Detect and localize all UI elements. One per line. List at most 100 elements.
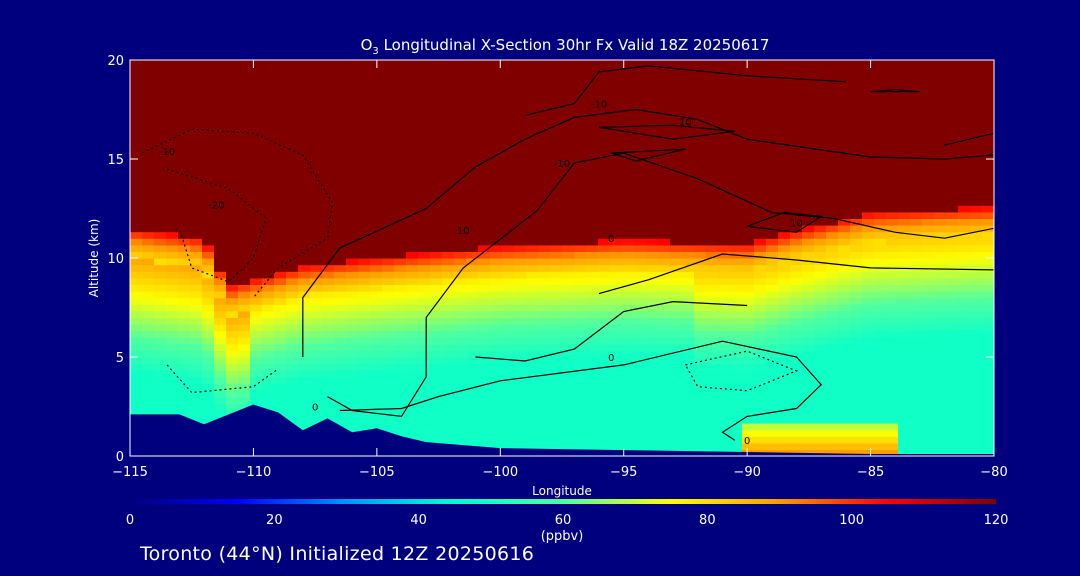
heatmap-cell bbox=[958, 357, 971, 365]
heatmap-cell bbox=[214, 185, 227, 193]
heatmap-cell bbox=[826, 324, 839, 332]
heatmap-cell bbox=[862, 218, 875, 226]
heatmap-cell bbox=[802, 423, 815, 431]
heatmap-cell bbox=[202, 330, 215, 338]
heatmap-cell bbox=[694, 79, 707, 87]
heatmap-cell bbox=[958, 99, 971, 107]
heatmap-cell bbox=[754, 416, 767, 424]
heatmap-cell bbox=[982, 403, 994, 411]
heatmap-cell bbox=[358, 93, 371, 101]
heatmap-cell bbox=[262, 291, 275, 299]
heatmap-cell bbox=[958, 337, 971, 345]
heatmap-cell bbox=[730, 271, 743, 279]
heatmap-cell bbox=[490, 185, 503, 193]
heatmap-cell bbox=[922, 139, 935, 147]
heatmap-cell bbox=[142, 159, 155, 167]
heatmap-cell bbox=[454, 211, 467, 219]
heatmap-cell bbox=[478, 416, 491, 424]
heatmap-cell bbox=[610, 251, 623, 259]
heatmap-cell bbox=[946, 264, 959, 272]
heatmap-cell bbox=[490, 244, 503, 252]
heatmap-cell bbox=[406, 178, 419, 186]
heatmap-cell bbox=[730, 152, 743, 160]
heatmap-cell bbox=[814, 119, 827, 127]
heatmap-cell bbox=[562, 350, 575, 358]
heatmap-cell bbox=[862, 73, 875, 81]
heatmap-cell bbox=[754, 79, 767, 87]
heatmap-cell bbox=[178, 258, 191, 266]
heatmap-cell bbox=[442, 403, 455, 411]
heatmap-cell bbox=[970, 172, 983, 180]
heatmap-cell bbox=[322, 297, 335, 305]
heatmap-cell bbox=[562, 416, 575, 424]
heatmap-cell bbox=[814, 73, 827, 81]
heatmap-cell bbox=[718, 416, 731, 424]
heatmap-cell bbox=[358, 86, 371, 94]
heatmap-cell bbox=[466, 152, 479, 160]
heatmap-cell bbox=[466, 126, 479, 134]
heatmap-cell bbox=[226, 159, 239, 167]
heatmap-cell bbox=[454, 271, 467, 279]
heatmap-cell bbox=[610, 231, 623, 239]
heatmap-cell bbox=[754, 132, 767, 140]
heatmap-cell bbox=[802, 277, 815, 285]
heatmap-cell bbox=[934, 304, 947, 312]
heatmap-cell bbox=[214, 159, 227, 167]
heatmap-cell bbox=[934, 185, 947, 193]
heatmap-cell bbox=[394, 396, 407, 404]
heatmap-cell bbox=[334, 304, 347, 312]
heatmap-cell bbox=[586, 317, 599, 325]
heatmap-cell bbox=[406, 416, 419, 424]
heatmap-cell bbox=[694, 99, 707, 107]
heatmap-cell bbox=[910, 145, 923, 153]
heatmap-cell bbox=[502, 409, 515, 417]
heatmap-cell bbox=[694, 330, 707, 338]
heatmap-cell bbox=[538, 126, 551, 134]
heatmap-cell bbox=[910, 172, 923, 180]
heatmap-cell bbox=[358, 185, 371, 193]
heatmap-cell bbox=[622, 60, 635, 68]
heatmap-cell bbox=[202, 66, 215, 74]
heatmap-cell bbox=[670, 119, 683, 127]
heatmap-cell bbox=[514, 370, 527, 378]
heatmap-cell bbox=[370, 337, 383, 345]
heatmap-cell bbox=[874, 172, 887, 180]
heatmap-cell bbox=[142, 218, 155, 226]
heatmap-cell bbox=[790, 343, 803, 351]
heatmap-cell bbox=[466, 225, 479, 233]
heatmap-cell bbox=[214, 370, 227, 378]
heatmap-cell bbox=[658, 403, 671, 411]
heatmap-cell bbox=[550, 238, 563, 246]
heatmap-cell bbox=[850, 152, 863, 160]
heatmap-cell bbox=[814, 370, 827, 378]
heatmap-cell bbox=[130, 60, 143, 68]
heatmap-cell bbox=[382, 112, 395, 120]
heatmap-cell bbox=[946, 330, 959, 338]
contour-label: -10 bbox=[554, 159, 570, 170]
heatmap-cell bbox=[274, 211, 287, 219]
heatmap-cell bbox=[946, 99, 959, 107]
heatmap-cell bbox=[250, 277, 263, 285]
heatmap-cell bbox=[226, 350, 239, 358]
heatmap-cell bbox=[934, 152, 947, 160]
heatmap-cell bbox=[670, 73, 683, 81]
heatmap-cell bbox=[178, 271, 191, 279]
heatmap-cell bbox=[946, 383, 959, 391]
heatmap-cell bbox=[538, 145, 551, 153]
heatmap-cell bbox=[598, 251, 611, 259]
heatmap-cell bbox=[898, 330, 911, 338]
heatmap-cell bbox=[886, 449, 899, 456]
heatmap-cell bbox=[490, 291, 503, 299]
heatmap-cell bbox=[490, 304, 503, 312]
heatmap-cell bbox=[694, 271, 707, 279]
heatmap-cell bbox=[250, 310, 263, 318]
footer-caption: Toronto (44°N) Initialized 12Z 20250616 bbox=[140, 543, 535, 565]
heatmap-cell bbox=[862, 423, 875, 431]
heatmap-cell bbox=[598, 350, 611, 358]
heatmap-cell bbox=[466, 264, 479, 272]
heatmap-cell bbox=[370, 291, 383, 299]
heatmap-cell bbox=[586, 99, 599, 107]
heatmap-cell bbox=[190, 396, 203, 404]
heatmap-cell bbox=[778, 244, 791, 252]
heatmap-cell bbox=[214, 343, 227, 351]
